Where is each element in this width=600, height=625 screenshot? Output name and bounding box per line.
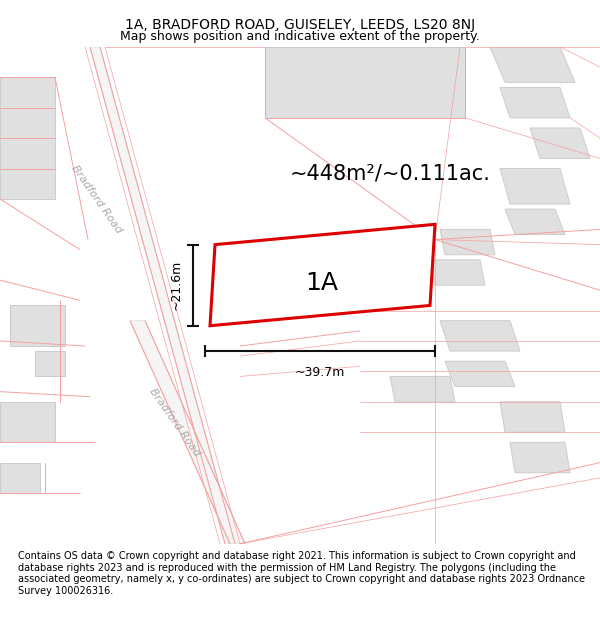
Polygon shape: [130, 321, 245, 544]
Polygon shape: [505, 209, 565, 234]
Polygon shape: [210, 224, 435, 326]
Polygon shape: [0, 138, 55, 169]
Text: Bradford Road: Bradford Road: [70, 163, 124, 235]
Polygon shape: [0, 107, 55, 138]
Polygon shape: [440, 229, 495, 255]
Polygon shape: [500, 88, 570, 118]
Polygon shape: [430, 260, 485, 285]
Polygon shape: [510, 442, 570, 472]
Polygon shape: [0, 462, 40, 493]
Text: ~39.7m: ~39.7m: [295, 366, 345, 379]
Text: 1A, BRADFORD ROAD, GUISELEY, LEEDS, LS20 8NJ: 1A, BRADFORD ROAD, GUISELEY, LEEDS, LS20…: [125, 18, 475, 31]
Polygon shape: [0, 169, 55, 199]
Polygon shape: [35, 351, 65, 376]
Polygon shape: [530, 128, 590, 158]
Text: ~21.6m: ~21.6m: [170, 260, 183, 310]
Polygon shape: [90, 47, 235, 544]
Polygon shape: [440, 321, 520, 351]
Polygon shape: [500, 169, 570, 204]
Text: Contains OS data © Crown copyright and database right 2021. This information is : Contains OS data © Crown copyright and d…: [18, 551, 585, 596]
Polygon shape: [0, 402, 55, 442]
Polygon shape: [265, 47, 465, 118]
Text: Bradford Road: Bradford Road: [148, 386, 202, 458]
Polygon shape: [390, 376, 455, 402]
Text: ~448m²/~0.111ac.: ~448m²/~0.111ac.: [290, 164, 491, 184]
Polygon shape: [500, 402, 565, 432]
Text: 1A: 1A: [305, 271, 338, 295]
Polygon shape: [445, 361, 515, 387]
Text: Map shows position and indicative extent of the property.: Map shows position and indicative extent…: [120, 30, 480, 43]
Polygon shape: [490, 47, 575, 82]
Polygon shape: [0, 78, 55, 108]
Polygon shape: [10, 306, 65, 346]
